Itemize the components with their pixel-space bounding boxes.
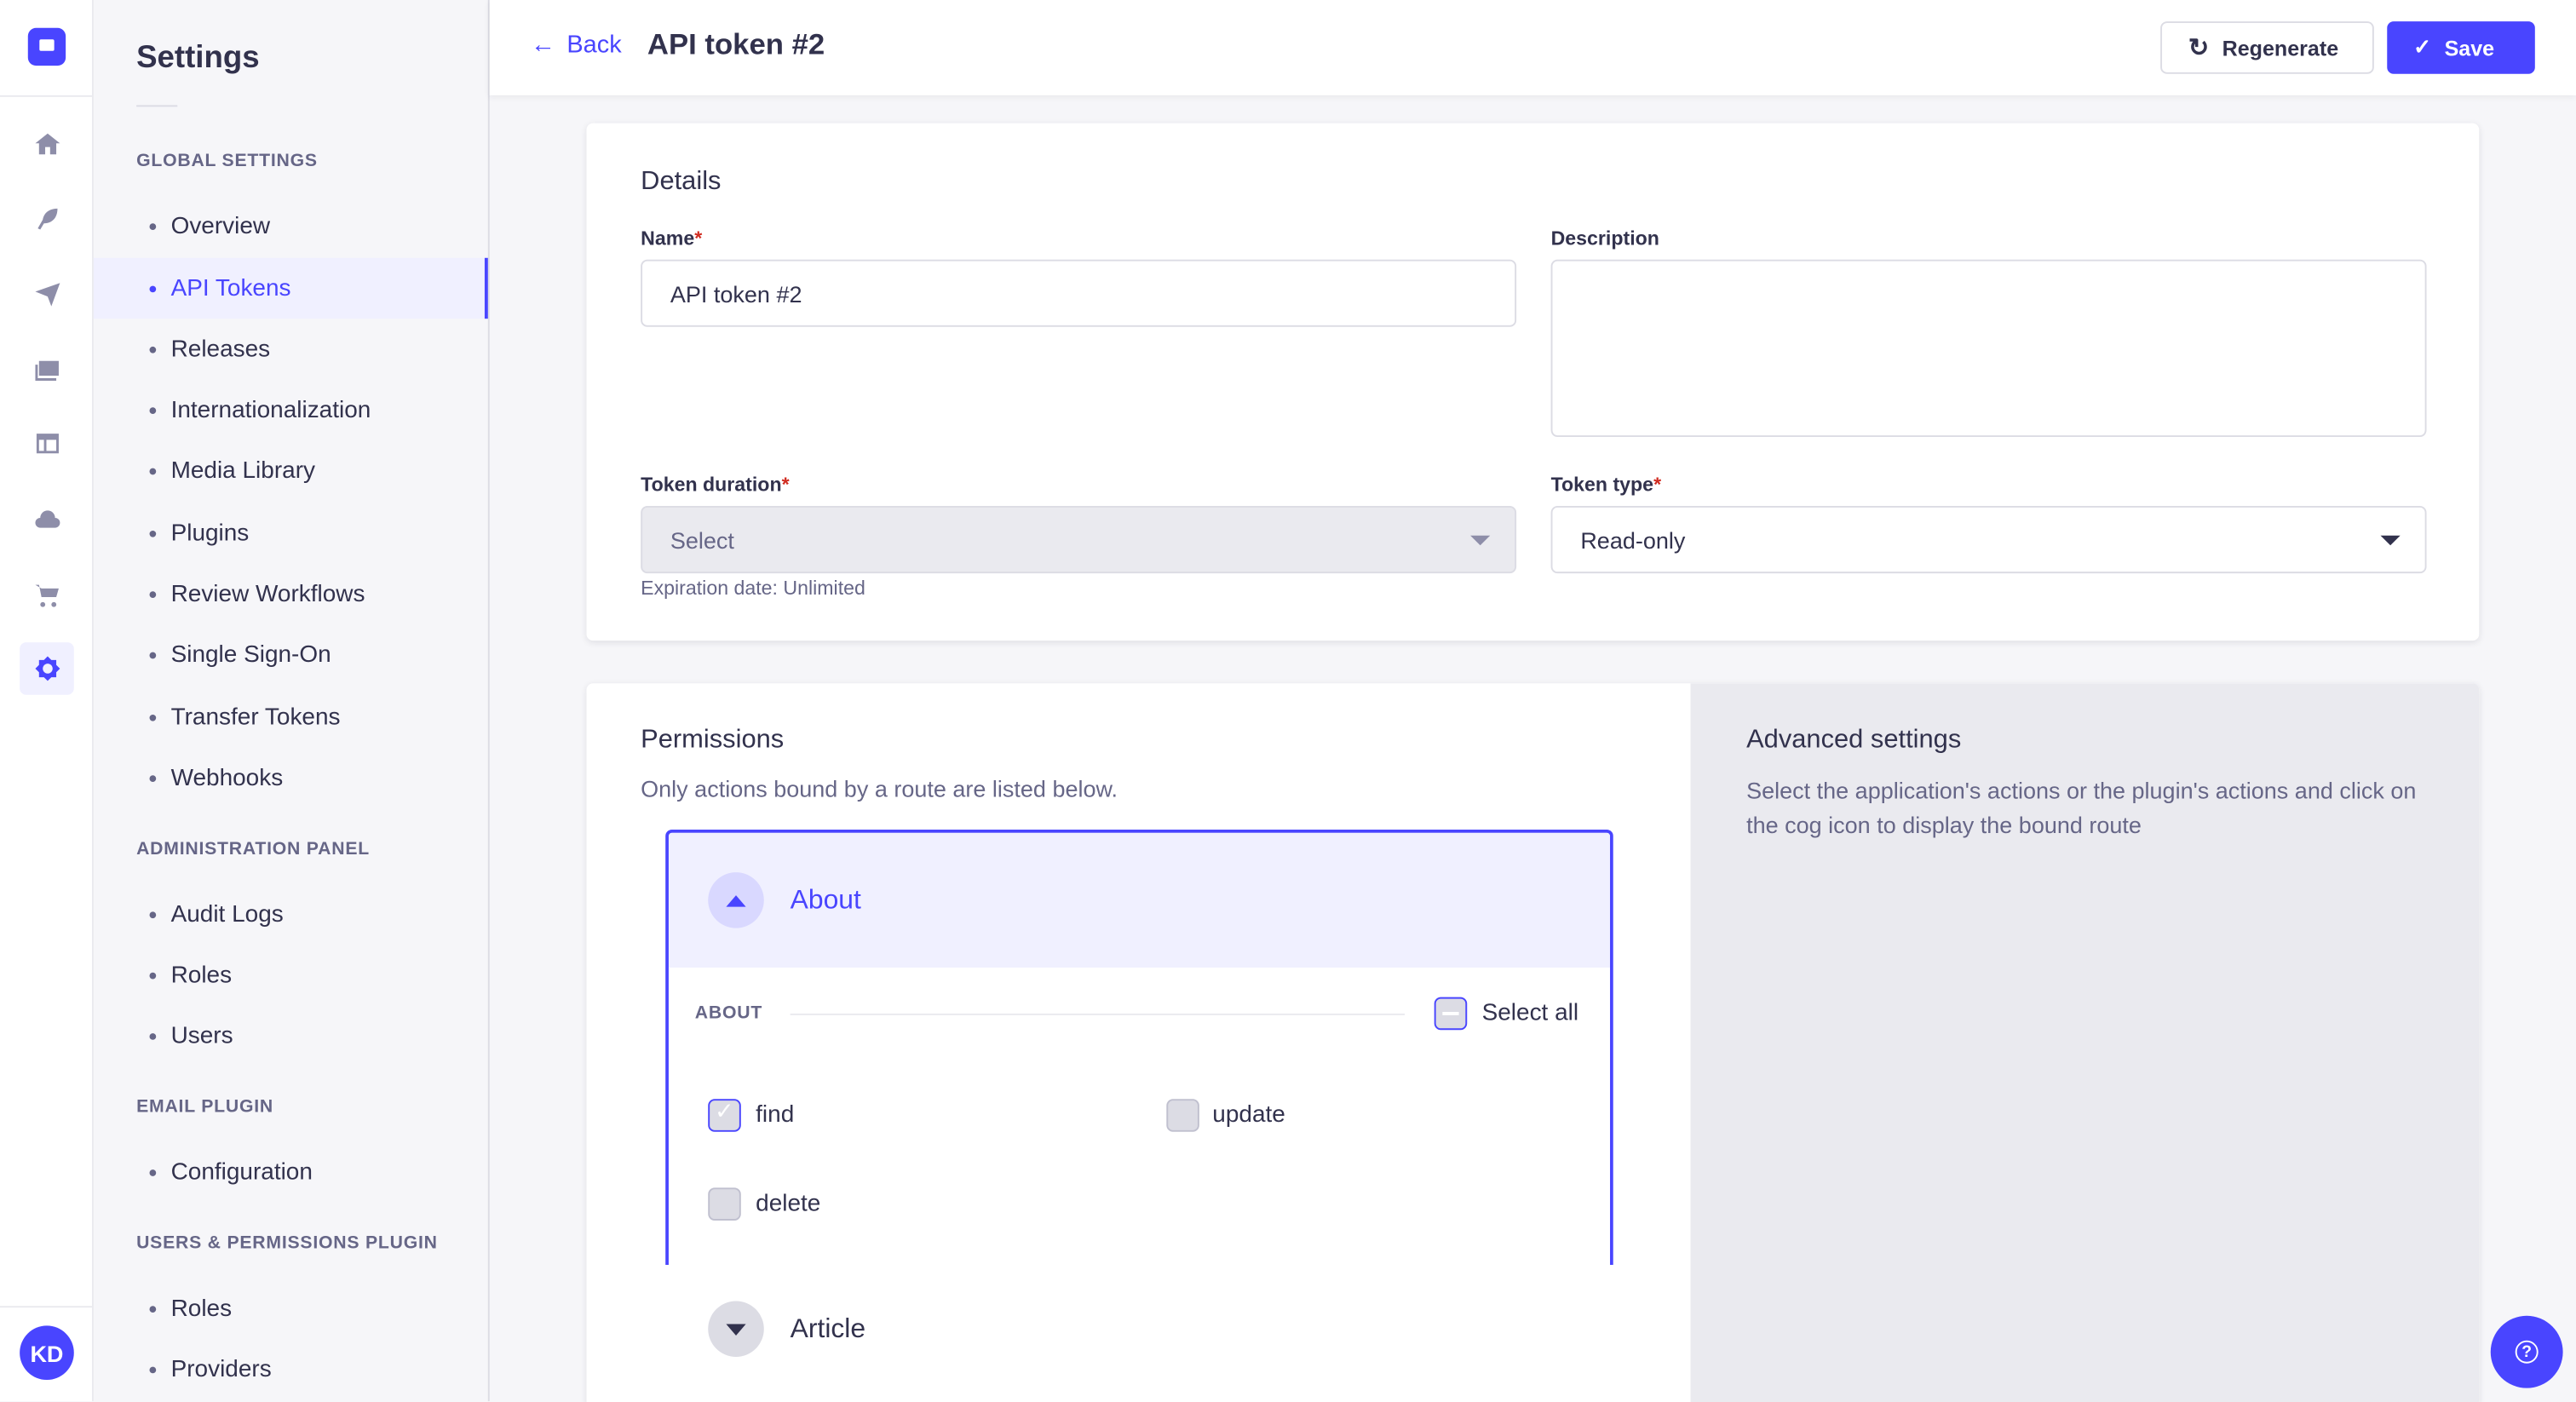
accordion-about-header[interactable]: About — [668, 832, 1611, 968]
cog-icon[interactable] — [20, 642, 74, 695]
back-link[interactable]: ← Back — [531, 32, 622, 60]
check-icon: ✓ — [2413, 34, 2432, 60]
paper-plane-icon[interactable] — [20, 267, 74, 320]
accordion-title: Article — [790, 1313, 866, 1344]
permissions-subtitle: Only actions bound by a route are listed… — [641, 775, 1118, 802]
regenerate-button[interactable]: ↻ Regenerate — [2160, 21, 2374, 74]
layout-icon[interactable] — [20, 417, 74, 470]
section-label: ABOUT — [694, 1003, 763, 1024]
strapi-logo[interactable] — [27, 27, 66, 66]
permissions-card: Advanced settings Select the application… — [586, 683, 2480, 1402]
advanced-settings-panel: Advanced settings Select the application… — [1690, 683, 2480, 1402]
sidebar-item-sso[interactable]: Single Sign-On — [94, 624, 488, 685]
cloud-icon[interactable] — [20, 493, 74, 546]
chevron-down-icon — [2380, 535, 2401, 546]
home-icon[interactable] — [20, 118, 74, 171]
duration-select[interactable]: Select — [641, 506, 1517, 574]
section-email-plugin: Email Plugin — [136, 1097, 273, 1118]
cart-icon[interactable] — [20, 568, 74, 621]
save-button[interactable]: ✓ Save — [2387, 21, 2535, 74]
settings-sidebar: Settings Global Settings Overview API To… — [93, 0, 490, 1402]
duration-label: Token duration* — [641, 473, 790, 497]
sidebar-item-providers[interactable]: Providers — [94, 1339, 488, 1399]
divider — [136, 105, 178, 107]
type-select[interactable]: Read-only — [1550, 506, 2427, 574]
chevron-up-icon[interactable] — [708, 872, 764, 928]
refresh-icon: ↻ — [2188, 34, 2210, 63]
sidebar-item-configuration[interactable]: Configuration — [94, 1141, 488, 1202]
accordion-article[interactable]: Article — [665, 1265, 1613, 1401]
sidebar-item-roles[interactable]: Roles — [94, 945, 488, 1005]
regenerate-label: Regenerate — [2222, 35, 2339, 60]
description-textarea[interactable] — [1550, 259, 2427, 438]
section-global-settings: Global Settings — [136, 151, 318, 171]
sidebar-item-webhooks[interactable]: Webhooks — [94, 748, 488, 808]
sidebar-title: Settings — [136, 41, 260, 76]
delete-checkbox[interactable] — [708, 1187, 741, 1221]
sidebar-item-up-roles[interactable]: Roles — [94, 1278, 488, 1338]
details-title: Details — [641, 167, 722, 196]
name-label: Name* — [641, 227, 703, 250]
name-input[interactable]: API token #2 — [641, 259, 1517, 327]
sidebar-item-users[interactable]: Users — [94, 1005, 488, 1066]
sidebar-item-overview[interactable]: Overview — [94, 196, 488, 256]
accordion-about: About ABOUT Select all ✓ find update del… — [665, 829, 1613, 1266]
divider — [0, 1306, 93, 1308]
sidebar-item-plugins[interactable]: Plugins — [94, 503, 488, 563]
chevron-down-icon — [1470, 535, 1491, 546]
page-header: ← Back API token #2 ↻ Regenerate ✓ Save — [489, 0, 2576, 95]
sidebar-item-transfer-tokens[interactable]: Transfer Tokens — [94, 687, 488, 747]
select-all-label: Select all — [1481, 1000, 1579, 1027]
divider — [0, 95, 93, 97]
type-label: Token type* — [1550, 473, 1662, 497]
sidebar-item-releases[interactable]: Releases — [94, 319, 488, 379]
arrow-left-icon: ← — [530, 31, 555, 60]
divider — [790, 1013, 1405, 1015]
chevron-down-icon[interactable] — [708, 1301, 764, 1358]
accordion-title: About — [790, 885, 861, 916]
question-icon: ? — [2515, 1340, 2539, 1364]
expiration-hint: Expiration date: Unlimited — [641, 576, 865, 600]
save-label: Save — [2444, 35, 2495, 60]
details-card: Details Name* API token #2 Description T… — [586, 123, 2480, 641]
update-label: update — [1212, 1102, 1285, 1129]
delete-label: delete — [756, 1191, 821, 1218]
sidebar-item-internationalization[interactable]: Internationalization — [94, 380, 488, 440]
images-icon[interactable] — [20, 343, 74, 396]
find-label: find — [756, 1102, 795, 1129]
help-button[interactable]: ? — [2490, 1315, 2563, 1388]
back-label: Back — [566, 31, 622, 60]
sidebar-item-api-tokens[interactable]: API Tokens — [93, 257, 488, 319]
advanced-text: Select the application's actions or the … — [1746, 777, 2417, 838]
section-users-permissions: Users & Permissions Plugin — [136, 1233, 438, 1254]
find-checkbox[interactable]: ✓ — [708, 1097, 741, 1132]
page-title: API token #2 — [647, 27, 825, 61]
avatar[interactable]: KD — [20, 1325, 74, 1381]
select-all-checkbox[interactable] — [1434, 997, 1468, 1031]
sidebar-item-media-library[interactable]: Media Library — [94, 440, 488, 501]
sidebar-item-review-workflows[interactable]: Review Workflows — [94, 564, 488, 624]
feather-icon[interactable] — [20, 192, 74, 245]
section-administration-panel: Administration Panel — [136, 839, 370, 859]
sidebar-item-audit-logs[interactable]: Audit Logs — [94, 884, 488, 945]
description-label: Description — [1550, 227, 1659, 250]
permissions-title: Permissions — [641, 726, 785, 755]
update-checkbox[interactable] — [1166, 1099, 1199, 1132]
advanced-title: Advanced settings — [1746, 726, 1962, 755]
main-nav-rail: KD — [0, 0, 94, 1402]
